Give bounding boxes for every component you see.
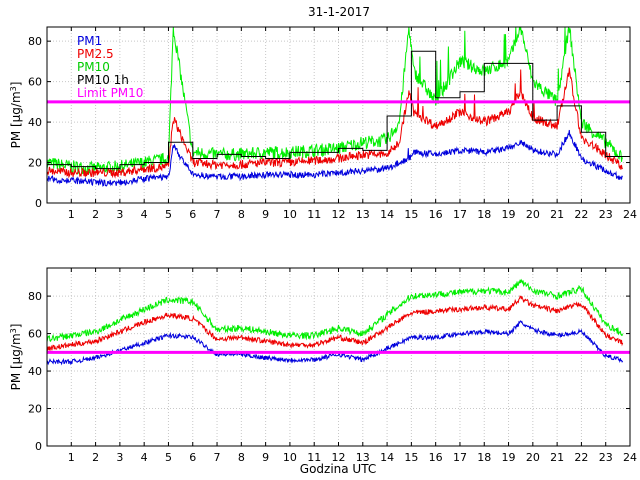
bottom-series: [46, 278, 630, 366]
y-tick-label: 60: [28, 328, 42, 341]
x-tick-label: 10: [283, 451, 297, 464]
x-tick-label: 3: [116, 208, 123, 221]
x-tick-label: 2: [92, 208, 99, 221]
x-tick-label: 12: [332, 451, 346, 464]
x-tick-label: 4: [141, 451, 148, 464]
x-tick-label: 7: [214, 451, 221, 464]
y-tick-label: 80: [28, 35, 42, 48]
x-tick-label: 15: [404, 451, 418, 464]
x-tick-label: 17: [453, 208, 467, 221]
x-tick-label: 8: [238, 451, 245, 464]
y-tick-label: 80: [28, 290, 42, 303]
legend-pm10-1h: PM10 1h: [77, 73, 129, 87]
bottom-grid: [47, 268, 631, 447]
x-tick-label: 24: [623, 208, 637, 221]
x-tick-label: 6: [189, 208, 196, 221]
series-pm1: [46, 320, 624, 366]
x-tick-label: 23: [599, 208, 613, 221]
series-pm10: [46, 278, 624, 342]
x-tick-label: 14: [380, 208, 394, 221]
y-tick-label: 20: [28, 403, 42, 416]
x-tick-label: 14: [380, 451, 394, 464]
legend-pm25: PM2.5: [77, 47, 114, 61]
top-series: [46, 26, 630, 187]
x-axis-label: Godzina UTC: [300, 462, 376, 476]
x-tick-label: 5: [165, 451, 172, 464]
series-pm1: [46, 129, 623, 187]
x-tick-label: 11: [307, 451, 321, 464]
bottom-axes-frame: [46, 267, 631, 447]
x-tick-label: 13: [356, 208, 370, 221]
x-tick-label: 11: [307, 208, 321, 221]
y-tick-label: 40: [28, 116, 42, 129]
x-tick-label: 9: [262, 208, 269, 221]
x-tick-label: 13: [356, 451, 370, 464]
x-tick-label: 23: [599, 451, 613, 464]
top-ticks: 1 2 3 4 5 6 7 8 9 10 11 12 13 14 15 16 17 18 19 20 21 22 23 240…: [28, 27, 637, 221]
x-tick-label: 19: [502, 208, 516, 221]
bottom-ylabel: PM [µg/m3]: [9, 324, 23, 391]
y-tick-label: 40: [28, 365, 42, 378]
x-tick-label: 16: [429, 208, 443, 221]
x-tick-label: 17: [453, 451, 467, 464]
y-tick-label: 60: [28, 76, 42, 89]
chart-title: 31-1-2017: [308, 5, 370, 19]
x-tick-label: 24: [623, 451, 637, 464]
x-tick-label: 7: [214, 208, 221, 221]
x-tick-label: 22: [574, 451, 588, 464]
top-legend: PM1 PM2.5 PM10 PM10 1h Limit PM10: [77, 34, 143, 100]
y-tick-label: 20: [28, 157, 42, 170]
x-tick-label: 8: [238, 208, 245, 221]
series-pm10-1h: [47, 50, 630, 170]
x-tick-label: 10: [283, 208, 297, 221]
x-tick-label: 20: [526, 208, 540, 221]
x-tick-label: 12: [332, 208, 346, 221]
x-tick-label: 21: [550, 451, 564, 464]
x-tick-label: 22: [574, 208, 588, 221]
x-tick-label: 4: [141, 208, 148, 221]
y-tick-label: 0: [35, 197, 42, 210]
x-tick-label: 5: [165, 208, 172, 221]
legend-pm1: PM1: [77, 34, 102, 48]
x-tick-label: 9: [262, 451, 269, 464]
x-tick-label: 16: [429, 451, 443, 464]
bottom-ticks: 1 2 3 4 5 6 7 8 9 10 11 12 13 14 15 16 17 18 19 20 21 22 23 240…: [28, 268, 637, 464]
x-tick-label: 2: [92, 451, 99, 464]
top-ylabel: PM [µg/m3]: [9, 82, 23, 149]
x-tick-label: 1: [68, 208, 75, 221]
x-tick-label: 3: [116, 451, 123, 464]
x-tick-label: 19: [502, 451, 516, 464]
bottom-panel: 1 2 3 4 5 6 7 8 9 10 11 12 13 14 15 16 17 18 19 20 21 22 23 240…: [9, 267, 637, 464]
legend-pm10: PM10: [77, 60, 110, 74]
x-tick-label: 6: [189, 451, 196, 464]
x-tick-label: 1: [68, 451, 75, 464]
series-pm25: [46, 295, 624, 352]
y-tick-label: 0: [35, 440, 42, 453]
x-tick-label: 21: [550, 208, 564, 221]
legend-limit-pm10: Limit PM10: [77, 86, 143, 100]
top-grid: [47, 27, 631, 204]
top-panel: 1 2 3 4 5 6 7 8 9 10 11 12 13 14 15 16 17 18 19 20 21 22 23 240…: [9, 26, 637, 221]
x-tick-label: 18: [477, 208, 491, 221]
x-tick-label: 20: [526, 451, 540, 464]
x-tick-label: 18: [477, 451, 491, 464]
x-tick-label: 15: [404, 208, 418, 221]
